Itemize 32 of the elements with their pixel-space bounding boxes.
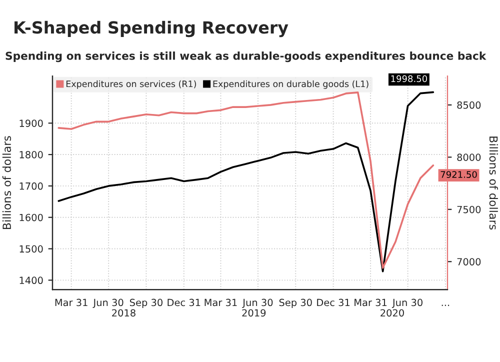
x-tick-label: Jun 30 bbox=[392, 298, 422, 308]
x2-tick-label: 2019 bbox=[242, 309, 266, 317]
x-tick-label: Sep 30 bbox=[130, 298, 162, 308]
y-tick-label: 1700 bbox=[20, 182, 43, 190]
data-label: 7921.50 bbox=[440, 171, 477, 178]
y2-tick-label: 8500 bbox=[457, 101, 481, 109]
x2-tick-label: 2018 bbox=[112, 309, 136, 317]
chart-title: K-Shaped Spending Recovery bbox=[14, 20, 288, 38]
x-tick-label: Mar 31 bbox=[55, 298, 88, 306]
y2-axis-title: Billions of dollars bbox=[489, 136, 498, 230]
x-tick-label: Jun 30 bbox=[92, 298, 124, 308]
data-label: 1998.50 bbox=[391, 75, 428, 82]
x-tick-label: Mar 31 bbox=[354, 298, 387, 306]
x-tick-label: Dec 31 bbox=[168, 298, 200, 306]
y-tick-label: 1800 bbox=[20, 151, 43, 158]
chart-subtitle: Spending on services is still weak as durable-goods expenditures bounce back bbox=[6, 52, 486, 62]
x2-tick-label: 2020 bbox=[380, 309, 404, 317]
y-tick-label: 1900 bbox=[20, 120, 43, 127]
x-tick-label: Sep 30 bbox=[279, 298, 312, 308]
x-tick-label: Dec 31 bbox=[317, 298, 350, 306]
y-axis-title: Billions of dollars bbox=[2, 136, 12, 229]
y2-tick-label: 8000 bbox=[457, 154, 481, 161]
legend-label: Expenditures on services (R1) bbox=[66, 80, 196, 89]
x-tick-label: ... bbox=[442, 304, 450, 306]
y-tick-label: 1400 bbox=[20, 276, 43, 284]
x-tick-label: Jun 30 bbox=[242, 298, 273, 308]
y2-tick-label: 7000 bbox=[457, 258, 481, 266]
x-tick-label: Mar 31 bbox=[204, 298, 237, 306]
legend-label: Expenditures on durable goods (L1) bbox=[213, 80, 368, 89]
y2-tick-label: 7500 bbox=[457, 206, 481, 214]
y-tick-label: 1600 bbox=[20, 214, 43, 222]
y-tick-label: 1500 bbox=[20, 245, 43, 253]
